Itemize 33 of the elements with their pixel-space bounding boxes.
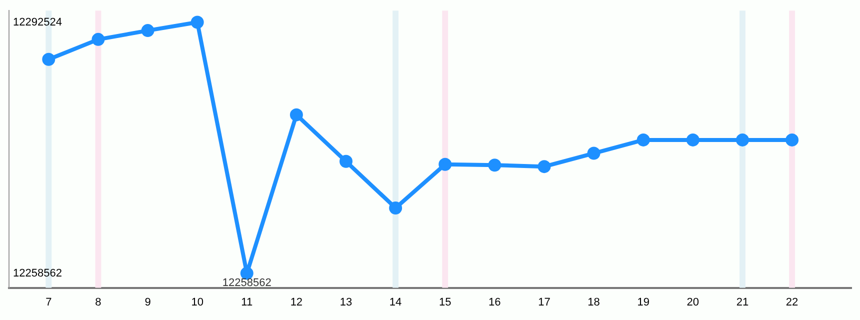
point: [340, 154, 352, 168]
x-tick-label: 21: [736, 296, 749, 308]
point: [736, 133, 749, 146]
y-tick-label: 12292524: [13, 16, 62, 28]
point: [141, 24, 154, 38]
x-tick-label: 9: [144, 296, 151, 308]
point: [587, 146, 600, 160]
x-tick-label: 22: [786, 296, 798, 308]
x-tick-label: 10: [191, 296, 204, 308]
point: [42, 52, 56, 66]
x-tick-label: 16: [488, 296, 501, 308]
x-tick-label: 20: [686, 296, 700, 308]
x-tick-label: 7: [46, 296, 52, 308]
x-tick-label: 12: [290, 296, 303, 308]
point: [389, 201, 402, 214]
x-tick-label: 8: [95, 296, 102, 308]
point: [488, 158, 502, 172]
point: [92, 32, 105, 46]
x-tick-label: 19: [637, 296, 650, 308]
data-label: 12258562: [222, 276, 272, 289]
x-tick-label: 13: [340, 296, 352, 308]
point: [438, 158, 452, 171]
point: [190, 16, 204, 29]
point: [786, 133, 799, 146]
x-tick-label: 18: [588, 296, 600, 308]
x-tick-label: 17: [538, 296, 550, 308]
x-tick-label: 11: [241, 296, 253, 308]
x-tick-label: 14: [389, 296, 402, 308]
x-tick-label: 15: [438, 296, 452, 308]
point: [290, 108, 303, 122]
point: [636, 133, 650, 146]
point: [538, 160, 551, 174]
point: [686, 133, 700, 146]
